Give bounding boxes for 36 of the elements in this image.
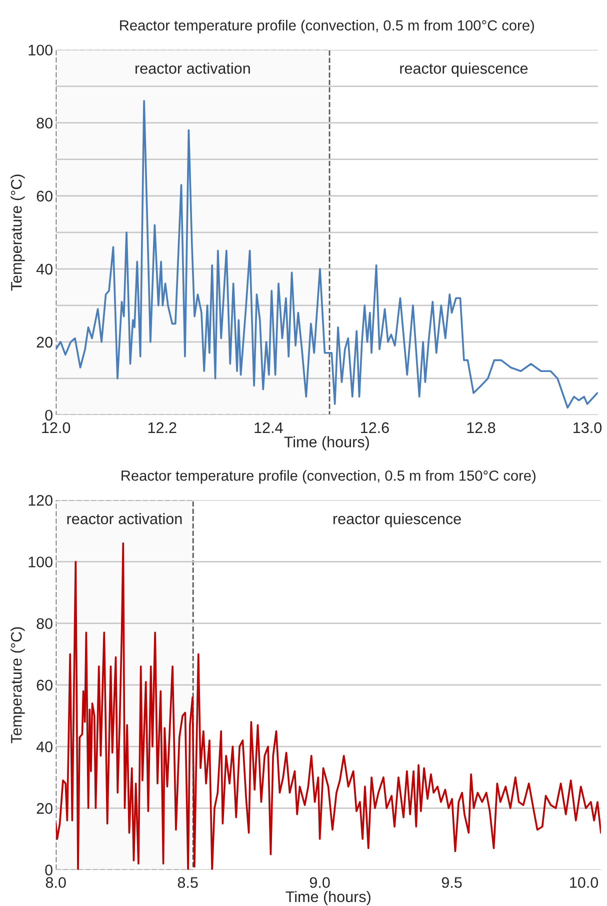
x-tick-label: 12.4 (254, 422, 283, 433)
annotation: reactor quiescence (400, 62, 528, 77)
y-axis-title: Temperature (°C) (10, 174, 25, 291)
y-tick-label: 60 (36, 190, 52, 202)
x-tick-label: 10.0 (570, 877, 598, 888)
band-label: reactor activation (67, 513, 182, 524)
line-series (56, 542, 601, 870)
y-tick-label: 20 (36, 803, 52, 814)
x-tick-label: 12.6 (360, 422, 389, 434)
line-series (56, 100, 598, 409)
x-tick-label: 8.0 (46, 877, 66, 888)
y-tick-label: 20 (36, 336, 52, 348)
chart-title: Reactor temperature profile (convection, 0.5 m from 150°C core) (122, 470, 536, 484)
x-tick-label: 12.0 (42, 422, 70, 434)
y-tick-label: 60 (36, 680, 52, 691)
y-tick-label: 100 (28, 556, 52, 568)
y-tick-label: 120 (28, 494, 52, 506)
x-tick-label: 9.0 (310, 877, 330, 888)
chart-title: Reactor temperature profile (convection, 0.5 m from 100°C core) (120, 20, 534, 34)
x-tick-label: 13.0 (574, 422, 602, 434)
x-tick-label: 8.5 (178, 877, 198, 888)
y-axis-title: Temperature (°C) (10, 627, 25, 744)
x-tick-label: 12.8 (467, 422, 496, 434)
y-tick-label: 0 (45, 864, 52, 876)
y-tick-label: 80 (36, 118, 52, 129)
y-tick-label: 40 (36, 264, 52, 275)
x-tick-label: 12.2 (148, 422, 176, 433)
band-label: reactor activation (136, 62, 250, 74)
x-axis-title: Time (hours) (286, 890, 370, 906)
y-tick-label: 40 (36, 741, 52, 752)
y-tick-label: 80 (36, 618, 52, 630)
annotation: reactor quiescence (333, 513, 461, 528)
y-tick-label: 0 (45, 410, 52, 421)
x-axis-title: Time (hours) (284, 436, 369, 450)
y-tick-label: 100 (28, 44, 52, 56)
x-tick-label: 9.5 (442, 877, 462, 888)
